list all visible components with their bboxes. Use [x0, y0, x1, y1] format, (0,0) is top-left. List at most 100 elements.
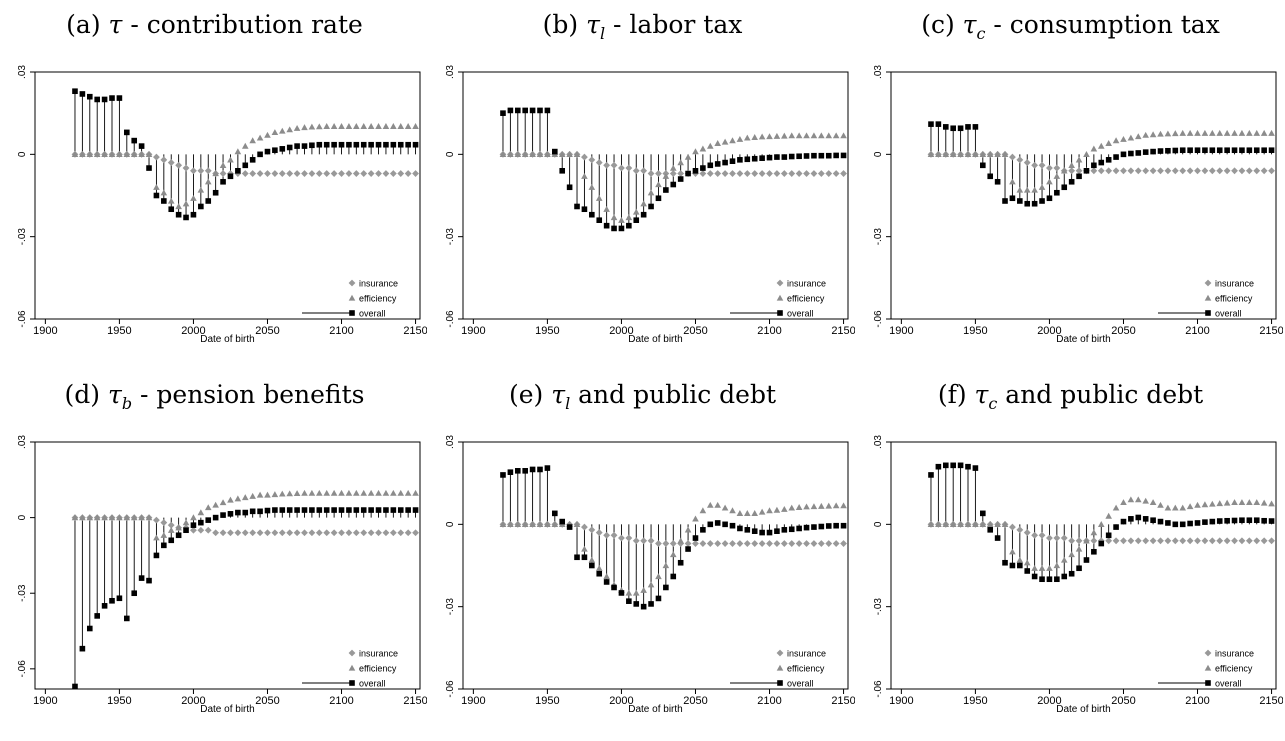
x-tick-label: 1950	[963, 695, 987, 707]
efficiency-point	[234, 495, 242, 502]
insurance-point	[1038, 531, 1046, 539]
y-tick-label: -.06	[873, 310, 884, 328]
legend-insurance-label: insurance	[787, 649, 826, 659]
insurance-point	[625, 164, 633, 172]
insurance-point	[330, 170, 338, 177]
efficiency-point	[93, 514, 101, 521]
efficiency-point	[1157, 130, 1164, 137]
panel-e: (e) τl and public debt 1900 1950 2000 2050 2…	[430, 370, 855, 740]
insurance-point	[1053, 164, 1061, 172]
overall-point	[405, 507, 411, 513]
overall-point	[796, 525, 802, 532]
overall-point	[190, 211, 197, 218]
insurance-point	[1038, 161, 1046, 169]
efficiency-point	[330, 489, 338, 496]
efficiency-point	[942, 151, 950, 157]
overall-point	[1172, 147, 1179, 154]
overall-point	[957, 462, 964, 469]
y-tick-label: .03	[17, 65, 28, 79]
insurance-point	[249, 170, 257, 177]
efficiency-point	[167, 197, 175, 204]
efficiency-point	[818, 502, 825, 509]
overall-point	[774, 154, 780, 160]
x-tick-label: 1900	[33, 695, 57, 707]
overall-point	[677, 559, 684, 566]
legend-overall-label: overall	[359, 679, 386, 689]
legend-efficiency-marker	[1204, 294, 1212, 301]
efficiency-point	[595, 564, 603, 571]
insurance-point	[729, 540, 736, 547]
insurance-point	[699, 170, 707, 177]
efficiency-point	[795, 132, 803, 139]
efficiency-point	[190, 514, 197, 521]
insurance-point	[153, 153, 160, 161]
efficiency-point	[662, 562, 670, 569]
overall-point	[537, 107, 543, 114]
insurance-point	[721, 540, 729, 547]
insurance-point	[397, 170, 405, 177]
overall-point	[1172, 521, 1179, 528]
x-tick-label: 2150	[403, 325, 427, 337]
plot-frame	[890, 71, 1277, 320]
chart-b: 1900 1950 2000 2050 2100 2150 Date of birth -.0…	[445, 65, 855, 345]
insurance-point	[175, 161, 183, 169]
insurance-point	[197, 167, 205, 175]
legend-efficiency-label: efficiency	[359, 294, 397, 304]
overall-point	[346, 141, 352, 148]
overall-point	[1009, 195, 1016, 202]
efficiency-point	[1179, 504, 1187, 511]
insurance-point	[382, 170, 390, 177]
efficiency-point	[1149, 499, 1157, 506]
insurance-point	[603, 161, 611, 169]
overall-point	[759, 155, 765, 161]
overall-point	[1024, 200, 1031, 207]
efficiency-point	[286, 126, 293, 133]
legend-insurance-label: insurance	[359, 649, 398, 659]
efficiency-point	[669, 551, 677, 558]
x-tick-label: 2000	[1037, 325, 1061, 337]
insurance-point	[1223, 537, 1231, 545]
x-tick-label: 2050	[255, 695, 279, 707]
efficiency-point	[632, 589, 640, 596]
efficiency-point	[1105, 512, 1112, 519]
efficiency-point	[123, 151, 131, 157]
overall-point	[640, 211, 647, 218]
overall-point	[360, 507, 367, 513]
legend-insurance-label: insurance	[359, 279, 398, 289]
legend-overall-label: overall	[787, 309, 814, 319]
insurance-point	[345, 529, 353, 537]
insurance-point	[773, 540, 781, 547]
overall-point	[552, 148, 558, 155]
insurance-point	[301, 529, 308, 537]
overall-point	[950, 462, 956, 469]
overall-point	[1046, 195, 1053, 202]
insurance-point	[684, 540, 692, 547]
efficiency-point	[825, 132, 833, 139]
efficiency-point	[1142, 497, 1149, 504]
overall-point	[611, 584, 617, 591]
overall-point	[566, 524, 573, 530]
insurance-point	[227, 529, 234, 537]
legend-efficiency-label: efficiency	[787, 664, 825, 674]
insurance-point	[677, 170, 685, 177]
overall-point	[1024, 568, 1031, 574]
x-tick-label: 2150	[831, 325, 855, 337]
efficiency-point	[640, 200, 647, 207]
insurance-point	[1112, 537, 1120, 545]
insurance-point	[603, 531, 611, 539]
insurance-point	[655, 540, 662, 547]
insurance-point	[264, 170, 271, 177]
legend-efficiency-marker	[1204, 664, 1212, 671]
chart-a: 1900 1950 2000 2050 2100 2150 Date of birth -.0…	[17, 65, 427, 345]
y-tick-label: -.06	[445, 310, 456, 328]
efficiency-point	[1201, 129, 1209, 136]
efficiency-point	[581, 172, 588, 179]
insurance-point	[160, 156, 168, 164]
insurance-point	[751, 540, 759, 547]
overall-point	[774, 528, 780, 534]
overall-point	[1002, 198, 1008, 204]
insurance-point	[706, 170, 714, 177]
efficiency-point	[1238, 499, 1246, 506]
efficiency-point	[375, 123, 382, 129]
